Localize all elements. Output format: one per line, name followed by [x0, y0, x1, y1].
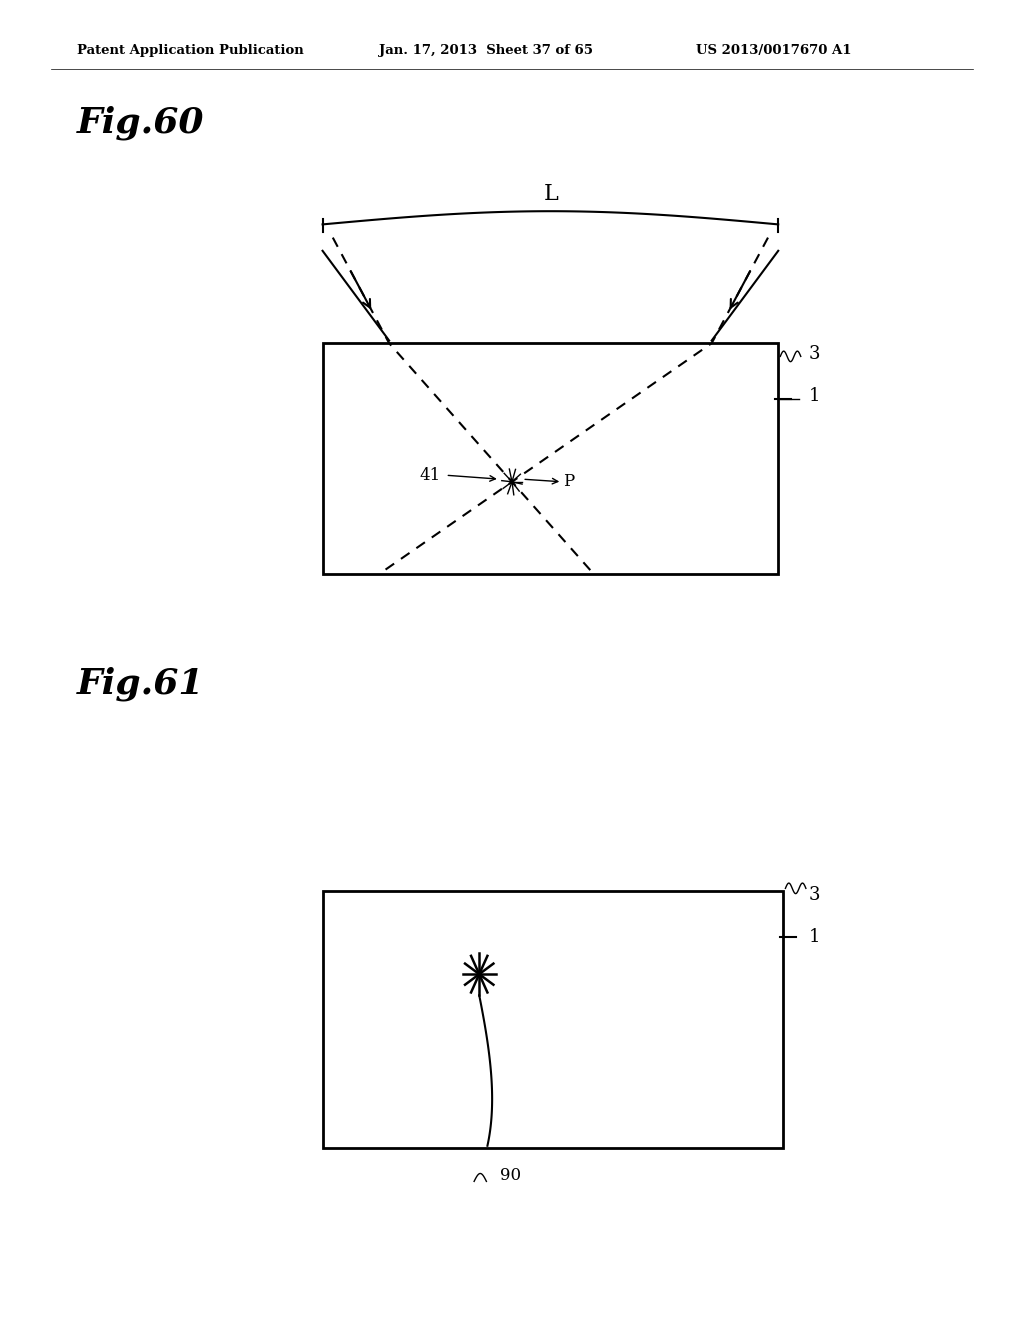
Text: Jan. 17, 2013  Sheet 37 of 65: Jan. 17, 2013 Sheet 37 of 65	[379, 44, 593, 57]
Bar	[323, 891, 783, 1148]
Text: US 2013/0017670 A1: US 2013/0017670 A1	[696, 44, 852, 57]
Text: Fig.60: Fig.60	[77, 106, 205, 140]
Text: Fig.61: Fig.61	[77, 667, 205, 701]
Text: 3: 3	[809, 886, 820, 904]
Text: 41: 41	[419, 467, 440, 483]
Text: P: P	[563, 474, 574, 490]
Text: Patent Application Publication: Patent Application Publication	[77, 44, 303, 57]
Text: 90: 90	[500, 1167, 521, 1184]
Text: L: L	[544, 182, 558, 205]
Text: 3: 3	[809, 345, 820, 363]
Bar	[323, 343, 778, 574]
Text: 1: 1	[809, 928, 820, 946]
Text: 1: 1	[809, 387, 820, 405]
